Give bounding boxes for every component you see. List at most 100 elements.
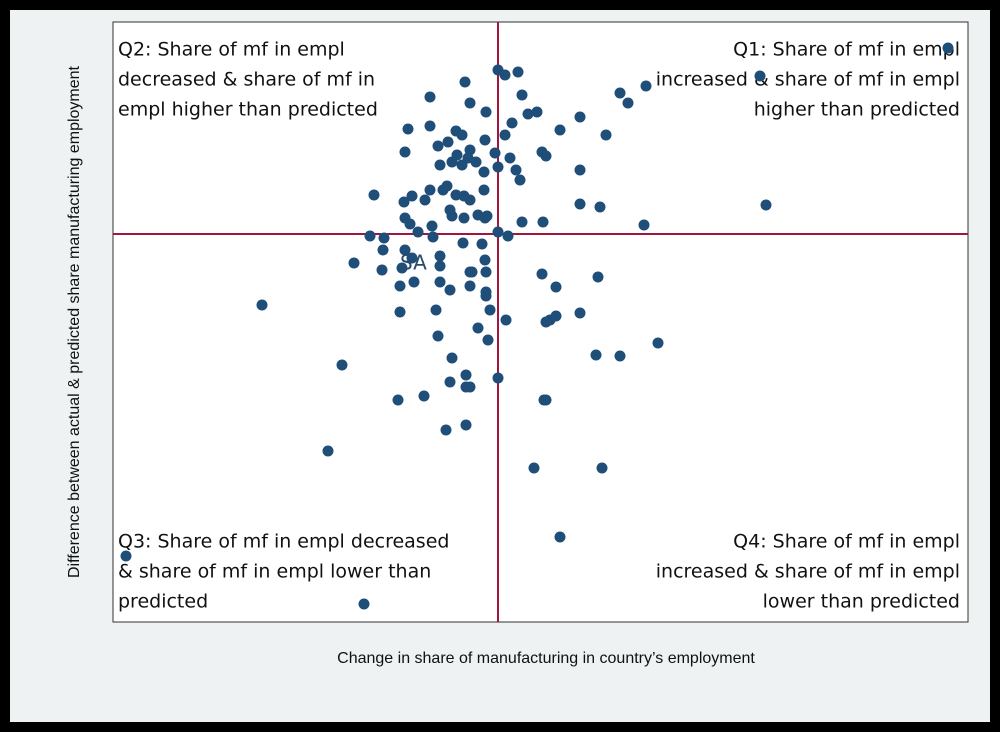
point [614, 87, 626, 99]
point [399, 146, 411, 158]
point [364, 230, 376, 242]
point [600, 129, 612, 141]
point [516, 89, 528, 101]
point [506, 117, 518, 129]
point [378, 232, 390, 244]
point [502, 230, 514, 242]
point [476, 238, 488, 250]
point [500, 314, 512, 326]
point [459, 76, 471, 88]
point [537, 216, 549, 228]
point [489, 147, 501, 159]
quadrant-label: increased & share of mf in empl [656, 561, 960, 583]
point [638, 219, 650, 231]
quadrant-label: lower than predicted [763, 591, 960, 613]
point [450, 189, 462, 201]
point [412, 226, 424, 238]
point [754, 70, 766, 82]
point [464, 381, 476, 393]
point [457, 237, 469, 249]
point [590, 349, 602, 361]
point [504, 152, 516, 164]
point [120, 550, 132, 562]
point [434, 260, 446, 272]
point [424, 91, 436, 103]
quadrant-label: decreased & share of mf in [118, 69, 375, 91]
point [652, 337, 664, 349]
point [434, 159, 446, 171]
point [456, 129, 468, 141]
point [592, 271, 604, 283]
point [478, 184, 490, 196]
point [392, 394, 404, 406]
point [536, 268, 548, 280]
point [430, 304, 442, 316]
quadrant-label: & share of mf in empl lower than [118, 561, 431, 583]
point [440, 424, 452, 436]
point [426, 220, 438, 232]
point [348, 257, 360, 269]
point [432, 330, 444, 342]
point [554, 124, 566, 136]
point [336, 359, 348, 371]
point [760, 199, 772, 211]
point [622, 97, 634, 109]
y-axis-label: Difference between actual & predicted sh… [66, 65, 83, 578]
annotation: SA [400, 251, 427, 275]
point [427, 231, 439, 243]
point [418, 390, 430, 402]
point [358, 598, 370, 610]
point [499, 129, 511, 141]
point [470, 156, 482, 168]
point [479, 134, 491, 146]
point [446, 352, 458, 364]
point [464, 280, 476, 292]
point [394, 280, 406, 292]
point [256, 299, 268, 311]
quadrant-label: Q3: Share of mf in empl decreased [118, 531, 449, 553]
point [528, 462, 540, 474]
point [458, 190, 470, 202]
point [464, 97, 476, 109]
point [540, 316, 552, 328]
quadrant-label: Q2: Share of mf in empl [118, 39, 345, 61]
point [460, 369, 472, 381]
point [531, 106, 543, 118]
point [424, 120, 436, 132]
point [432, 140, 444, 152]
point [484, 304, 496, 316]
point [614, 350, 626, 362]
point [499, 69, 511, 81]
point [444, 284, 456, 296]
point [434, 276, 446, 288]
point [481, 210, 493, 222]
quadrant-label: Q4: Share of mf in empl [733, 531, 960, 553]
point [492, 372, 504, 384]
point [424, 184, 436, 196]
quadrant-label: empl higher than predicted [118, 99, 378, 121]
x-axis-label: Change in share of manufacturing in coun… [337, 650, 755, 667]
point [480, 290, 492, 302]
point [516, 216, 528, 228]
point [376, 264, 388, 276]
point [550, 281, 562, 293]
point [322, 445, 334, 457]
point [478, 166, 490, 178]
point [596, 462, 608, 474]
point [540, 394, 552, 406]
point [514, 174, 526, 186]
point [458, 212, 470, 224]
point [480, 266, 492, 278]
point [482, 334, 494, 346]
point [492, 226, 504, 238]
point [396, 262, 408, 274]
point [404, 218, 416, 230]
point [406, 252, 418, 264]
point [398, 196, 410, 208]
point [640, 80, 652, 92]
point [446, 156, 458, 168]
point [510, 164, 522, 176]
point [540, 150, 552, 162]
quadrant-label: Q1: Share of mf in empl [733, 39, 960, 61]
